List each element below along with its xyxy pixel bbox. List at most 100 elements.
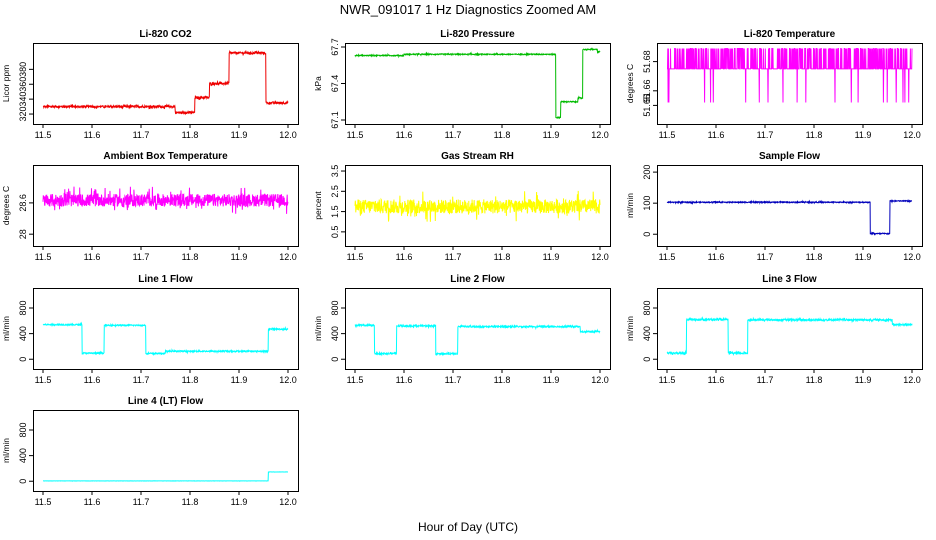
x-tick-label: 11.5 [347,130,364,140]
x-tick-label: 11.5 [35,375,52,385]
series-line [354,190,601,222]
panel-10: Line 4 (LT) Flow 11.5 11.6 11.7 11.8 11.9 12.0… [1,396,299,507]
x-tick-label: 11.9 [855,130,872,140]
y-tick-label: 0 [330,357,340,362]
y-axis-label: ml/min [625,193,635,218]
y-tick-label: 400 [330,326,340,341]
x-tick-label: 11.6 [84,375,101,385]
panel-title: Li-820 Temperature [744,29,836,40]
x-tick-label: 12.0 [279,252,297,262]
y-tick-label: 200 [642,165,652,180]
y-tick-label: 800 [330,300,340,315]
panel-2: Li-820 Pressure 11.5 11.6 11.7 11.8 11.9 12.0 6… [313,29,611,140]
y-tick-label: 2.5 [330,185,340,198]
y-tick-label: 51.66 [642,80,652,103]
y-tick-label: 1.5 [330,205,340,218]
x-tick-label: 11.9 [231,130,248,140]
y-tick-label: 0 [18,357,28,362]
x-tick-label: 11.8 [494,130,511,140]
y-axis-label: ml/min [625,316,635,341]
panel-4: Ambient Box Temperature 11.5 11.6 11.7 11.8 1… [1,151,299,262]
x-tick-label: 11.9 [231,252,248,262]
figure-title: NWR_091017 1 Hz Diagnostics Zoomed AM [340,2,597,17]
x-tick-label: 11.5 [347,252,364,262]
y-tick-label: 0.5 [330,226,340,239]
plot-frame [33,410,299,492]
x-tick-label: 11.9 [855,375,872,385]
x-tick-label: 11.8 [182,375,199,385]
x-tick-label: 12.0 [903,375,921,385]
y-tick-label: 51.65 [642,94,652,117]
y-tick-label: 360 [18,77,28,92]
x-tick-label: 11.9 [855,252,872,262]
x-tick-label: 11.6 [84,252,101,262]
y-tick-label: 0 [18,479,28,484]
series-line [354,47,601,120]
x-tick-label: 11.9 [543,252,560,262]
y-tick-label: 51.68 [642,50,652,73]
x-tick-label: 11.7 [445,130,462,140]
x-tick-label: 11.9 [543,130,560,140]
x-tick-label: 11.7 [445,375,462,385]
x-tick-label: 11.8 [806,375,823,385]
x-tick-label: 11.6 [396,130,413,140]
panel-1: Li-820 CO2 11.5 11.6 11.7 11.8 11.9 12.0 320340… [1,29,299,140]
series-line [666,316,913,356]
x-tick-label: 11.8 [494,375,511,385]
y-axis-label: ml/min [313,316,323,341]
plot-frame [33,288,299,370]
x-tick-label: 11.5 [659,130,676,140]
series-line [666,198,913,236]
panel-title: Line 4 (LT) Flow [128,396,204,407]
y-axis-label: Licor ppm [1,65,11,102]
x-tick-label: 11.8 [806,130,823,140]
series-line [43,471,288,482]
series-line [354,322,601,357]
panel-title: Gas Stream RH [441,151,514,162]
panel-3: Li-820 Temperature 11.5 11.6 11.7 11.8 11.9 12… [625,29,923,140]
x-tick-label: 11.7 [133,252,150,262]
x-tick-label: 11.7 [133,130,150,140]
x-tick-label: 11.9 [231,375,248,385]
x-tick-label: 11.5 [35,497,52,507]
x-tick-label: 11.7 [757,252,774,262]
x-tick-label: 11.9 [231,497,248,507]
series-line [42,321,289,357]
panel-title: Line 3 Flow [762,274,817,285]
x-tick-label: 11.6 [708,375,725,385]
y-tick-label: 28 [18,229,28,239]
panel-title: Li-820 CO2 [139,29,192,40]
y-axis-label: kPa [313,76,323,91]
x-tick-label: 12.0 [903,130,921,140]
x-tick-label: 11.5 [35,130,52,140]
y-axis-label: degrees C [1,186,11,225]
y-tick-label: 400 [18,448,28,463]
x-tick-label: 11.6 [396,375,413,385]
plot-frame [657,288,923,370]
y-tick-label: 100 [642,196,652,211]
y-tick-label: 67.4 [330,75,340,93]
x-tick-label: 12.0 [279,497,297,507]
x-tick-label: 11.6 [708,130,725,140]
x-tick-label: 11.5 [347,375,364,385]
panel-title: Line 1 Flow [138,274,193,285]
y-tick-label: 67.7 [330,38,340,56]
y-tick-label: 800 [642,300,652,315]
x-tick-label: 11.5 [35,252,52,262]
x-tick-label: 11.7 [757,130,774,140]
y-tick-label: 28.6 [18,194,28,212]
x-tick-label: 11.8 [494,252,511,262]
x-tick-label: 12.0 [279,130,297,140]
plot-frame [33,43,299,125]
y-tick-label: 0 [642,357,652,362]
panel-title: Li-820 Pressure [440,29,515,40]
panel-grid: Li-820 CO2 11.5 11.6 11.7 11.8 11.9 12.0 320340… [1,29,923,507]
panel-title: Line 2 Flow [450,274,505,285]
plot-frame [33,165,299,247]
y-tick-label: 67.1 [330,111,340,129]
plot-frame [345,43,611,125]
plot-frame [345,288,611,370]
x-axis-label: Hour of Day (UTC) [418,520,518,534]
x-tick-label: 11.7 [133,497,150,507]
